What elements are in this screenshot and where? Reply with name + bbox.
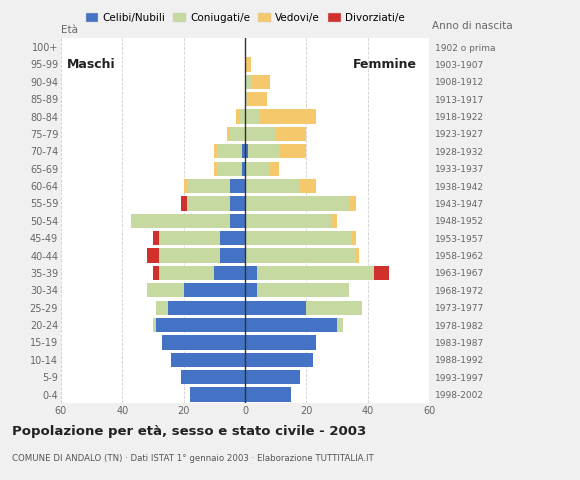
Bar [245,162,270,176]
Bar [245,214,331,228]
Text: Età: Età [61,25,78,35]
Bar [156,300,168,315]
Bar [147,249,159,263]
Bar [245,353,313,367]
Text: Maschi: Maschi [67,58,115,71]
Bar [245,109,260,124]
Bar [230,196,245,211]
Bar [374,266,389,280]
Bar [248,92,267,107]
Text: Popolazione per età, sesso e stato civile - 2003: Popolazione per età, sesso e stato civil… [12,425,366,438]
Bar [168,300,245,315]
Bar [258,283,349,298]
Bar [239,109,245,124]
Bar [276,127,306,141]
Bar [184,283,245,298]
Bar [245,318,337,332]
Bar [230,214,245,228]
Bar [245,283,258,298]
Bar [245,300,306,315]
Bar [279,144,306,158]
Bar [180,370,245,384]
Text: Femmine: Femmine [353,58,416,71]
Bar [159,231,220,245]
Bar [353,231,356,245]
Bar [270,162,279,176]
Bar [349,196,356,211]
Bar [258,266,374,280]
Bar [245,370,300,384]
Bar [190,387,245,402]
Bar [251,75,270,89]
Bar [147,283,184,298]
Bar [220,249,245,263]
Bar [245,196,349,211]
Bar [236,109,239,124]
Text: COMUNE DI ANDALO (TN) · Dati ISTAT 1° gennaio 2003 · Elaborazione TUTTITALIA.IT: COMUNE DI ANDALO (TN) · Dati ISTAT 1° ge… [12,454,374,463]
Bar [187,196,230,211]
Bar [230,179,245,193]
Bar [230,127,245,141]
Bar [245,387,291,402]
Bar [245,75,251,89]
Bar [245,335,316,349]
Bar [172,353,245,367]
Bar [156,318,245,332]
Bar [337,318,343,332]
Bar [215,162,218,176]
Bar [245,92,248,107]
Bar [248,144,279,158]
Bar [245,127,276,141]
Legend: Celibi/Nubili, Coniugati/e, Vedovi/e, Divorziati/e: Celibi/Nubili, Coniugati/e, Vedovi/e, Di… [81,9,409,27]
Bar [245,249,356,263]
Bar [153,266,159,280]
Bar [180,196,187,211]
Bar [187,179,230,193]
Bar [260,109,316,124]
Bar [132,214,230,228]
Bar [218,162,242,176]
Bar [242,144,245,158]
Bar [306,300,362,315]
Text: Anno di nascita: Anno di nascita [432,21,513,31]
Bar [159,266,215,280]
Bar [184,179,187,193]
Bar [242,162,245,176]
Bar [245,57,251,72]
Bar [245,144,248,158]
Bar [153,318,156,332]
Bar [300,179,316,193]
Bar [331,214,337,228]
Bar [215,266,245,280]
Bar [162,335,245,349]
Bar [245,231,353,245]
Bar [245,266,258,280]
Bar [245,179,300,193]
Bar [153,231,159,245]
Bar [356,249,358,263]
Bar [220,231,245,245]
Bar [218,144,242,158]
Bar [215,144,218,158]
Bar [227,127,230,141]
Bar [159,249,220,263]
